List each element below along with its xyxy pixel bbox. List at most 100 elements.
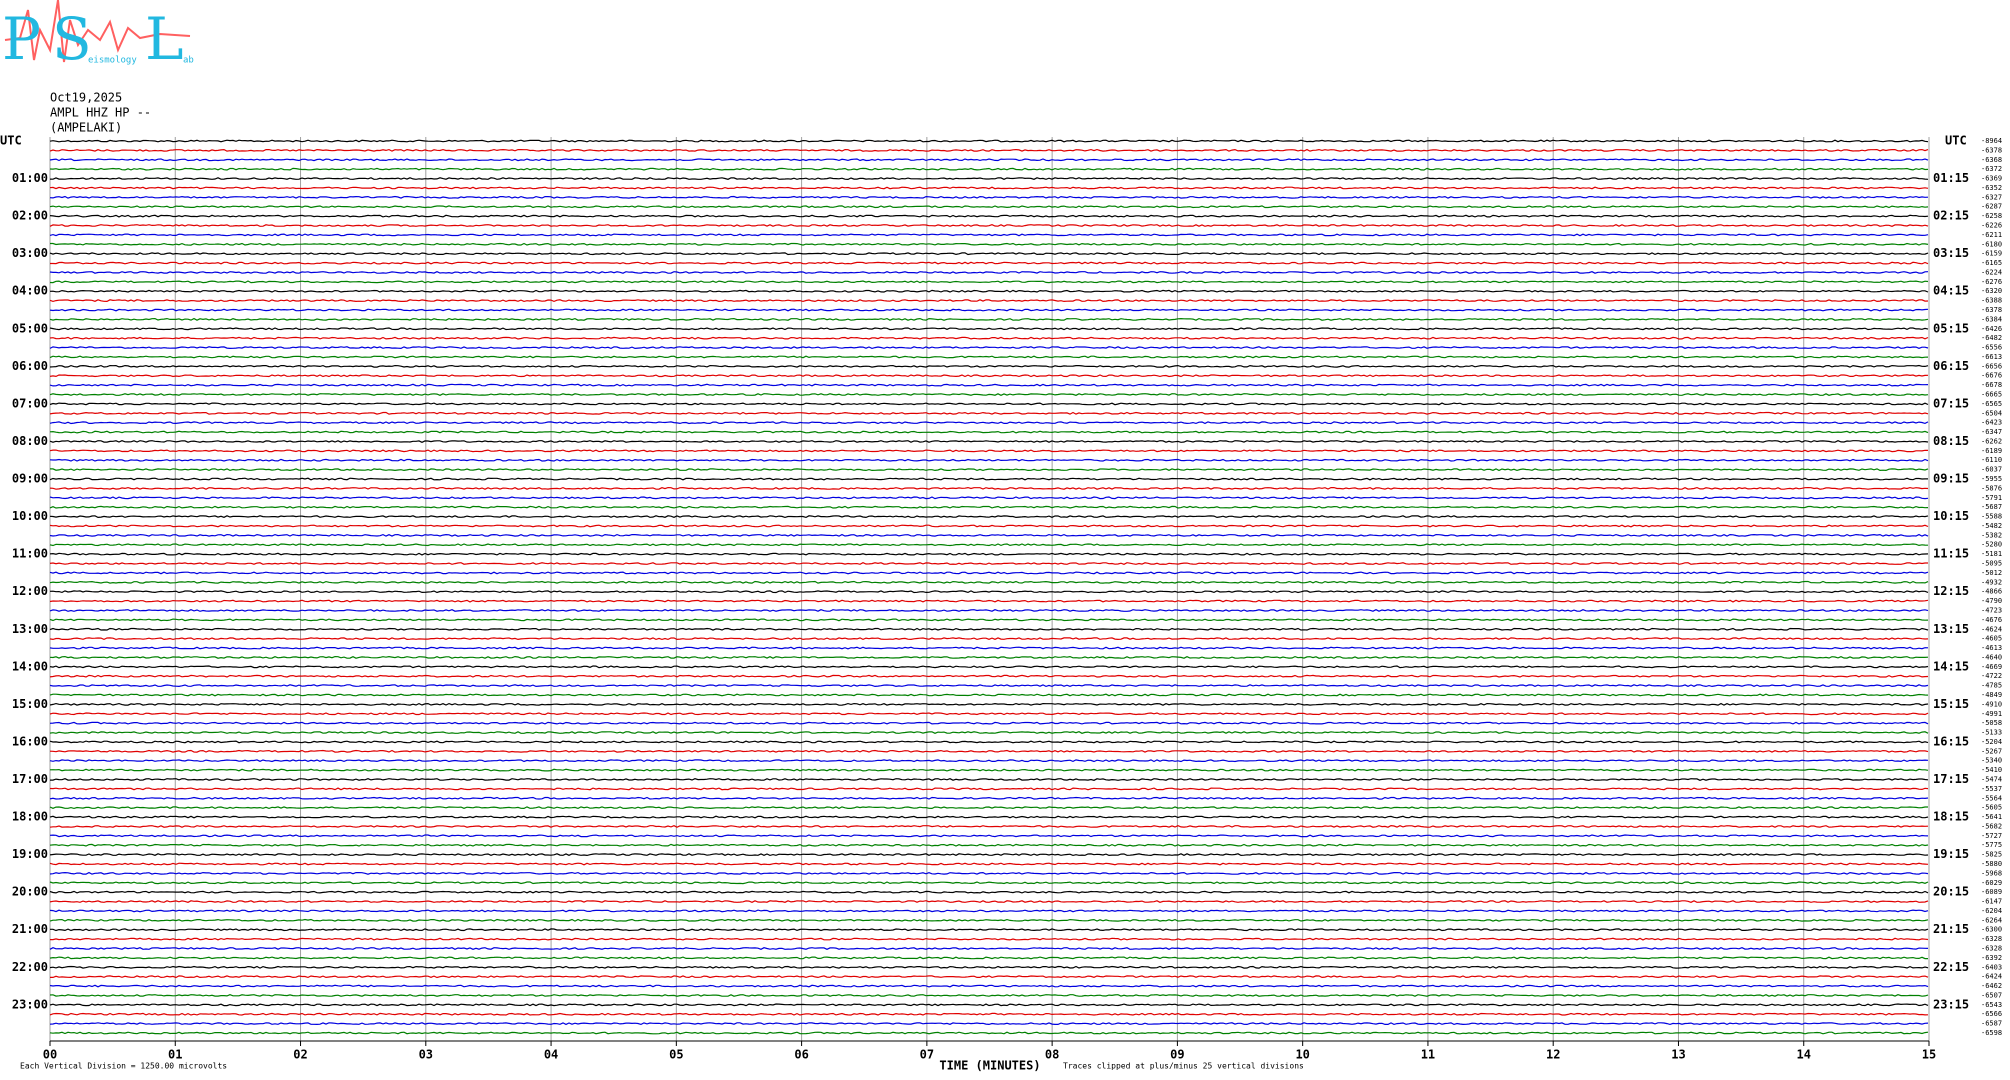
offset-label: -4722	[1981, 672, 2002, 680]
trace	[49, 139, 1929, 143]
right-time-label: 03:15	[1933, 246, 1969, 260]
trace	[49, 148, 1929, 152]
offset-label: -6384	[1981, 315, 2002, 323]
trace	[49, 843, 1929, 847]
right-time-label: 23:15	[1933, 997, 1969, 1011]
trace	[49, 299, 1929, 303]
trace	[49, 552, 1929, 556]
trace	[49, 900, 1929, 903]
trace	[49, 252, 1929, 256]
x-tick-label: 03	[419, 1048, 433, 1062]
offset-label: -6226	[1981, 222, 2002, 230]
right-time-label: 07:15	[1933, 396, 1969, 410]
x-tick-label: 09	[1170, 1048, 1184, 1062]
trace	[49, 806, 1928, 810]
offset-label: -6110	[1981, 456, 2002, 464]
trace	[49, 364, 1929, 368]
trace	[49, 918, 1929, 922]
trace	[49, 374, 1929, 378]
trace	[49, 496, 1929, 500]
offset-label: -6504	[1981, 409, 2002, 417]
offset-label: -4866	[1981, 588, 2002, 596]
trace	[49, 205, 1929, 209]
left-time-label: 13:00	[12, 622, 48, 636]
trace	[49, 280, 1929, 284]
offset-label: -6264	[1981, 916, 2002, 924]
trace	[49, 477, 1928, 481]
left-time-label: 22:00	[12, 960, 48, 974]
right-time-label: 12:15	[1933, 584, 1969, 598]
left-time-label: 23:00	[12, 997, 48, 1011]
trace	[49, 871, 1929, 875]
offset-label: -6320	[1981, 287, 2002, 295]
offset-label: -5280	[1981, 541, 2002, 549]
offset-label: -4991	[1981, 710, 2002, 718]
trace	[49, 731, 1929, 734]
offset-label: -5791	[1981, 494, 2002, 502]
trace	[49, 336, 1929, 340]
left-time-label: 02:00	[12, 209, 48, 223]
logo-letter: P	[2, 5, 41, 73]
trace	[49, 674, 1929, 678]
offset-label: -6029	[1981, 879, 2002, 887]
offset-label: -6037	[1981, 466, 2002, 474]
offset-label: -6327	[1981, 193, 2002, 201]
trace	[50, 261, 1929, 265]
left-time-label: 14:00	[12, 659, 48, 673]
offset-label: -6656	[1981, 362, 2002, 370]
trace	[49, 815, 1929, 819]
trace	[49, 449, 1929, 453]
x-tick-label: 04	[544, 1048, 558, 1062]
offset-label: -6543	[1981, 1001, 2002, 1009]
offset-label: -5204	[1981, 738, 2002, 746]
right-time-label: 15:15	[1933, 697, 1969, 711]
offset-label: -6287	[1981, 203, 2002, 211]
right-time-label: 11:15	[1933, 547, 1969, 561]
offset-label: -6507	[1981, 991, 2002, 999]
offset-label: -5605	[1981, 804, 2002, 812]
trace	[49, 458, 1929, 462]
x-tick-label: 10	[1295, 1048, 1309, 1062]
trace	[49, 599, 1929, 603]
trace	[49, 515, 1929, 519]
logo-letter: S	[52, 5, 92, 73]
offset-label: -6089	[1981, 888, 2002, 896]
offset-label: -6369	[1981, 175, 2002, 183]
trace	[49, 186, 1929, 190]
trace	[49, 627, 1929, 631]
right-time-label: 04:15	[1933, 284, 1969, 298]
offset-label: -5267	[1981, 747, 2002, 755]
offset-label: -6598	[1981, 1029, 2002, 1037]
offset-label: -5382	[1981, 531, 2002, 539]
left-time-label: 17:00	[12, 772, 48, 786]
offset-label: -5058	[1981, 719, 2002, 727]
left-time-label: 04:00	[12, 284, 48, 298]
right-time-label: 05:15	[1933, 321, 1969, 335]
x-tick-label: 13	[1671, 1048, 1685, 1062]
x-tick-label: 12	[1546, 1048, 1560, 1062]
left-time-label: 07:00	[12, 396, 48, 410]
scale-note: Each Vertical Division = 1250.00 microvo…	[20, 1062, 227, 1071]
offset-label: -6378	[1981, 306, 2002, 314]
offset-label: -5641	[1981, 813, 2002, 821]
trace	[49, 1003, 1929, 1007]
offset-label: -5682	[1981, 822, 2002, 830]
x-tick-label: 08	[1045, 1048, 1059, 1062]
offset-label: -6368	[1981, 156, 2002, 164]
trace	[49, 862, 1929, 866]
trace	[49, 956, 1928, 960]
trace	[50, 937, 1929, 941]
left-time-label: 10:00	[12, 509, 48, 523]
trace	[49, 947, 1929, 950]
offset-label: -6328	[1981, 944, 2002, 952]
x-tick-label: 00	[43, 1048, 57, 1062]
right-time-label: 19:15	[1933, 847, 1969, 861]
trace	[49, 158, 1929, 162]
right-time-label: 20:15	[1933, 885, 1969, 899]
x-tick-label: 07	[920, 1048, 934, 1062]
trace	[49, 571, 1929, 575]
trace	[49, 562, 1928, 565]
trace	[49, 787, 1929, 791]
offset-label: -5012	[1981, 569, 2002, 577]
